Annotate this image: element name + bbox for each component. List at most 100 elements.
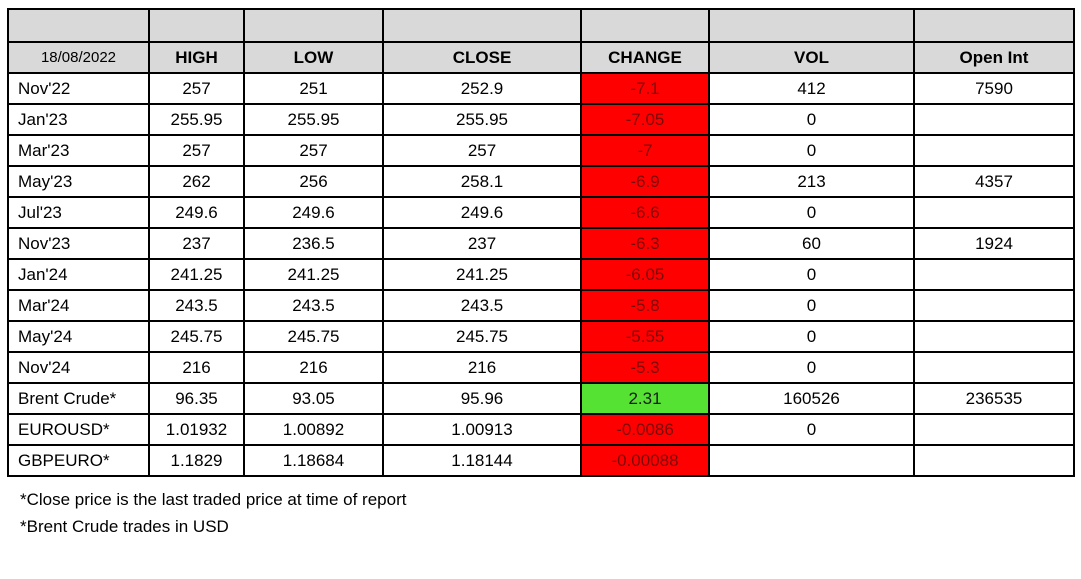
- column-header-open-int: Open Int: [913, 41, 1075, 74]
- cell-change: -7.05: [580, 103, 710, 136]
- cell-vol: 0: [708, 320, 915, 353]
- spacer-cell: [382, 8, 582, 43]
- column-header-high: HIGH: [148, 41, 245, 74]
- cell-close: 241.25: [382, 258, 582, 291]
- cell-contract-label: Nov'23: [7, 227, 150, 260]
- cell-contract-label: Brent Crude*: [7, 382, 150, 415]
- table-row: Nov'24 216 216 216 -5.3 0: [7, 351, 1075, 384]
- column-header-low: LOW: [243, 41, 384, 74]
- cell-vol: 0: [708, 196, 915, 229]
- cell-vol: 0: [708, 258, 915, 291]
- cell-close: 243.5: [382, 289, 582, 322]
- cell-high: 241.25: [148, 258, 245, 291]
- cell-high: 257: [148, 72, 245, 105]
- spacer-cell: [580, 8, 710, 43]
- column-header-vol: VOL: [708, 41, 915, 74]
- footnotes: *Close price is the last traded price at…: [20, 486, 1081, 540]
- table-row: GBPEURO* 1.1829 1.18684 1.18144 -0.00088: [7, 444, 1075, 477]
- cell-high: 255.95: [148, 103, 245, 136]
- cell-low: 1.18684: [243, 444, 384, 477]
- futures-price-table: 18/08/2022 HIGH LOW CLOSE CHANGE VOL Ope…: [7, 8, 1075, 477]
- table-row: May'24 245.75 245.75 245.75 -5.55 0: [7, 320, 1075, 353]
- spacer-cell: [243, 8, 384, 43]
- cell-vol: [708, 444, 915, 477]
- cell-vol: 0: [708, 413, 915, 446]
- table-row: EUROUSD* 1.01932 1.00892 1.00913 -0.0086…: [7, 413, 1075, 446]
- table-row: Nov'23 237 236.5 237 -6.3 60 1924: [7, 227, 1075, 260]
- cell-high: 245.75: [148, 320, 245, 353]
- table-body: Nov'22 257 251 252.9 -7.1 412 7590 Jan'2…: [7, 72, 1075, 477]
- cell-high: 96.35: [148, 382, 245, 415]
- footnote-brent-usd: *Brent Crude trades in USD: [20, 517, 229, 537]
- cell-close: 255.95: [382, 103, 582, 136]
- cell-close: 216: [382, 351, 582, 384]
- spacer-row: [7, 8, 1075, 43]
- cell-open-int: [913, 351, 1075, 384]
- cell-vol: 0: [708, 289, 915, 322]
- table-row: Mar'23 257 257 257 -7 0: [7, 134, 1075, 167]
- cell-close: 237: [382, 227, 582, 260]
- cell-low: 1.00892: [243, 413, 384, 446]
- cell-close: 245.75: [382, 320, 582, 353]
- cell-contract-label: Jul'23: [7, 196, 150, 229]
- cell-contract-label: May'23: [7, 165, 150, 198]
- footnote-close-price: *Close price is the last traded price at…: [20, 490, 407, 509]
- cell-change: -0.00088: [580, 444, 710, 477]
- cell-open-int: [913, 134, 1075, 167]
- cell-open-int: [913, 320, 1075, 353]
- column-header-close: CLOSE: [382, 41, 582, 74]
- cell-open-int: [913, 196, 1075, 229]
- spacer-cell: [913, 8, 1075, 43]
- cell-change: -6.9: [580, 165, 710, 198]
- cell-low: 257: [243, 134, 384, 167]
- cell-contract-label: Nov'24: [7, 351, 150, 384]
- cell-close: 249.6: [382, 196, 582, 229]
- spacer-cell: [708, 8, 915, 43]
- cell-vol: 0: [708, 134, 915, 167]
- cell-close: 1.18144: [382, 444, 582, 477]
- cell-close: 95.96: [382, 382, 582, 415]
- cell-low: 251: [243, 72, 384, 105]
- cell-high: 243.5: [148, 289, 245, 322]
- table-row: Nov'22 257 251 252.9 -7.1 412 7590: [7, 72, 1075, 105]
- cell-open-int: 236535: [913, 382, 1075, 415]
- cell-contract-label: Jan'23: [7, 103, 150, 136]
- cell-low: 93.05: [243, 382, 384, 415]
- cell-change: -6.05: [580, 258, 710, 291]
- report-date: 18/08/2022: [7, 41, 150, 74]
- cell-low: 236.5: [243, 227, 384, 260]
- cell-open-int: 4357: [913, 165, 1075, 198]
- cell-vol: 160526: [708, 382, 915, 415]
- cell-open-int: [913, 289, 1075, 322]
- cell-contract-label: May'24: [7, 320, 150, 353]
- cell-contract-label: Jan'24: [7, 258, 150, 291]
- cell-low: 243.5: [243, 289, 384, 322]
- table-row: Brent Crude* 96.35 93.05 95.96 2.31 1605…: [7, 382, 1075, 415]
- cell-open-int: [913, 103, 1075, 136]
- cell-high: 1.01932: [148, 413, 245, 446]
- table-row: Jan'23 255.95 255.95 255.95 -7.05 0: [7, 103, 1075, 136]
- cell-contract-label: Mar'23: [7, 134, 150, 167]
- cell-close: 258.1: [382, 165, 582, 198]
- cell-change: -7.1: [580, 72, 710, 105]
- spacer-cell: [148, 8, 245, 43]
- cell-open-int: [913, 258, 1075, 291]
- cell-low: 249.6: [243, 196, 384, 229]
- cell-contract-label: GBPEURO*: [7, 444, 150, 477]
- column-header-change: CHANGE: [580, 41, 710, 74]
- cell-change: 2.31: [580, 382, 710, 415]
- cell-high: 249.6: [148, 196, 245, 229]
- table-row: Jan'24 241.25 241.25 241.25 -6.05 0: [7, 258, 1075, 291]
- cell-open-int: [913, 444, 1075, 477]
- cell-vol: 0: [708, 351, 915, 384]
- cell-low: 245.75: [243, 320, 384, 353]
- cell-contract-label: Mar'24: [7, 289, 150, 322]
- cell-open-int: 1924: [913, 227, 1075, 260]
- header-row: 18/08/2022 HIGH LOW CLOSE CHANGE VOL Ope…: [7, 41, 1075, 74]
- cell-change: -6.6: [580, 196, 710, 229]
- cell-close: 252.9: [382, 72, 582, 105]
- spacer-cell: [7, 8, 150, 43]
- cell-high: 237: [148, 227, 245, 260]
- cell-low: 255.95: [243, 103, 384, 136]
- cell-change: -7: [580, 134, 710, 167]
